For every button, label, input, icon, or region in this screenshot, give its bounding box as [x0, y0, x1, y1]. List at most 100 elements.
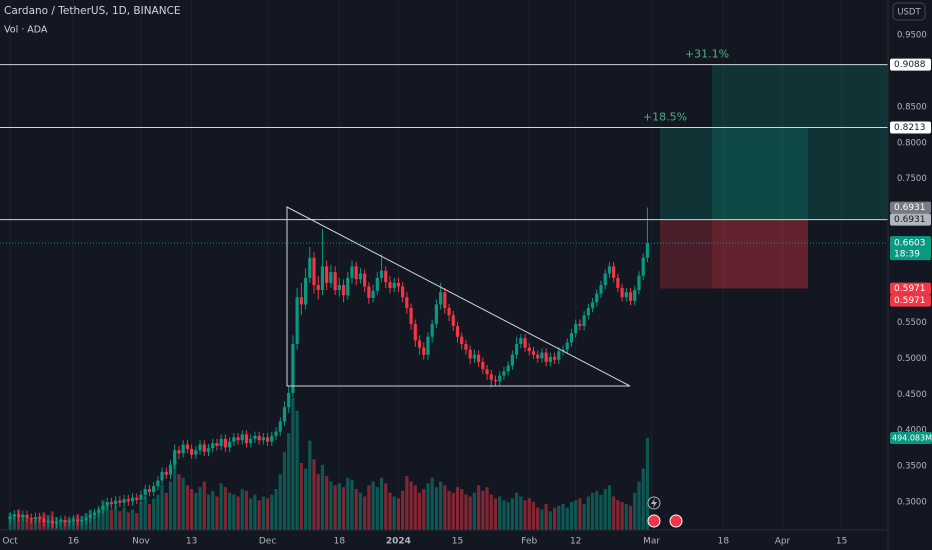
candle-body: [257, 435, 261, 441]
volume-bar: [392, 496, 396, 530]
volume-bar: [510, 498, 514, 530]
volume-bar: [118, 511, 122, 530]
volume-bar: [633, 492, 637, 530]
position-zones: +31.1% +18.5%: [643, 48, 888, 289]
candle-body: [396, 282, 401, 287]
volume-bar: [101, 500, 105, 530]
volume-bar: [177, 474, 181, 530]
candle-body: [460, 336, 464, 344]
candle-body: [468, 349, 472, 359]
loss-zone: [712, 219, 808, 289]
candle-body: [240, 434, 244, 441]
price-tag: 0.9088: [894, 60, 926, 70]
volume-bar: [582, 503, 586, 530]
candle-body: [582, 315, 586, 327]
candle-body: [413, 323, 417, 341]
volume-bar: [514, 492, 519, 530]
candle-body: [472, 354, 476, 359]
volume-bar: [502, 500, 506, 530]
volume-bar: [139, 502, 143, 530]
volume-bar: [312, 459, 316, 530]
candle-body: [223, 438, 227, 448]
candle-body: [33, 517, 38, 520]
candle-body: [12, 514, 16, 517]
candle-body: [211, 443, 215, 449]
volume-bar: [375, 487, 379, 530]
volume-bar: [206, 494, 211, 530]
candle-body: [363, 273, 367, 287]
loss-zone: [660, 219, 808, 289]
candle-body: [185, 444, 189, 449]
candle-body: [510, 354, 514, 366]
candle-body: [114, 500, 118, 505]
candle-body: [299, 297, 303, 305]
candle-body: [156, 480, 160, 487]
candle-body: [236, 437, 240, 441]
candle-body: [177, 450, 181, 454]
x-tick-label: Feb: [521, 537, 537, 547]
candle-body: [92, 512, 97, 515]
y-tick-label: 0.4000: [897, 426, 927, 436]
candle-body: [409, 308, 413, 324]
candle-body: [291, 343, 295, 393]
earnings-icon[interactable]: [647, 514, 661, 528]
volume-bar: [329, 481, 333, 530]
volume-bar: [603, 489, 607, 530]
volume-bar: [434, 487, 439, 530]
price-axis: [888, 0, 932, 550]
volume-bar: [152, 498, 156, 530]
volume-bar: [422, 489, 426, 530]
volume-bar: [379, 477, 384, 530]
volume-bar: [401, 490, 405, 530]
volume-bar: [316, 474, 320, 530]
volume-bar: [607, 485, 612, 530]
volume-bar: [38, 516, 42, 530]
candle-body: [384, 270, 388, 283]
volume-bar: [468, 496, 472, 530]
countdown: 18:39: [894, 250, 920, 260]
price-tag: 0.5971: [894, 296, 926, 306]
profit-zone: [712, 64, 888, 220]
volume-bar: [130, 509, 135, 530]
candle-body: [565, 342, 569, 350]
x-tick-label: Nov: [132, 537, 150, 547]
volume-title: Vol · ADA: [4, 25, 48, 36]
volume-bar: [25, 516, 29, 530]
volume-bar: [616, 500, 620, 530]
candle-body: [42, 518, 46, 523]
volume-bar: [637, 481, 641, 530]
volume-bar: [506, 502, 510, 530]
volume-bar: [114, 505, 118, 530]
volume-bar: [388, 492, 392, 530]
volume-bar: [97, 507, 101, 530]
currency-button[interactable]: [892, 2, 926, 21]
candle-body: [80, 520, 84, 522]
symbol-title: Cardano / TetherUS, 1D, BINANCE: [4, 5, 181, 17]
candle-body: [633, 290, 637, 301]
candle-body: [215, 443, 219, 447]
earnings-icon[interactable]: [669, 514, 683, 528]
x-tick-label: 12: [570, 537, 581, 547]
volume-bar: [168, 481, 173, 530]
volume-bar: [261, 496, 265, 530]
candle-body: [71, 519, 76, 521]
candle-body: [489, 374, 493, 380]
volume-bar: [460, 489, 464, 530]
y-tick-label: 0.8500: [897, 102, 927, 112]
candle-body: [38, 517, 42, 519]
volume-bar: [278, 474, 282, 530]
price-tag-bg: [890, 121, 931, 134]
candle-body: [430, 323, 434, 337]
candle-body: [160, 471, 164, 481]
candle-body: [590, 302, 595, 309]
volume-bar: [253, 494, 257, 530]
volume-bar: [291, 397, 295, 530]
volume-bar: [227, 492, 232, 530]
volume-bar: [531, 502, 536, 530]
x-tick-label: 2024: [386, 537, 411, 547]
candle-body: [181, 444, 185, 454]
price-tag: 0.6931: [894, 215, 926, 225]
x-tick-label: 16: [68, 537, 80, 547]
candle-body: [401, 286, 405, 298]
candle-body: [540, 352, 544, 359]
